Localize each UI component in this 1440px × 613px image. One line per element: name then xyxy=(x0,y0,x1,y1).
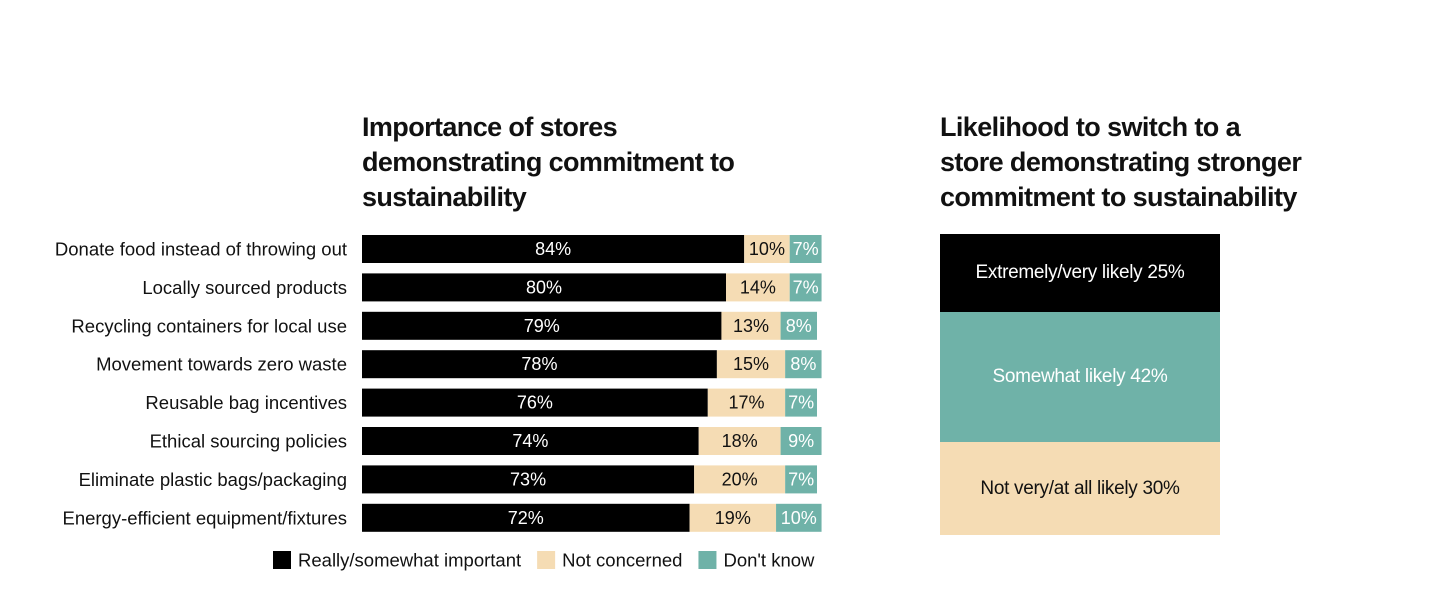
bar-segment-dont_know xyxy=(785,465,817,494)
category-label: Locally sourced products xyxy=(142,277,347,298)
bar-segment-important xyxy=(362,465,695,494)
legend-label-important: Really/somewhat important xyxy=(298,550,521,571)
bar-segment-not_concerned xyxy=(694,465,786,494)
category-label: Donate food instead of throwing out xyxy=(55,239,347,260)
data-label-important: 74% xyxy=(512,431,548,451)
data-label-dont_know: 9% xyxy=(788,431,814,451)
importance-title-line: sustainability xyxy=(362,182,527,212)
data-label-important: 78% xyxy=(521,354,557,374)
data-label-important: 73% xyxy=(510,469,546,489)
bar-segment-dont_know xyxy=(776,503,822,532)
bar-row: Donate food instead of throwing out 84% 10… xyxy=(55,235,822,263)
data-label-not_concerned: 15% xyxy=(733,354,769,374)
segment-extremely: Extremely/very likely 25% xyxy=(940,234,1220,312)
importance-chart-title: Importance of stores demonstrating commi… xyxy=(362,110,832,215)
bar-segment-important xyxy=(362,427,699,455)
data-label-important: 84% xyxy=(535,239,571,259)
bar-row: Recycling containers for local use 79% 13%… xyxy=(71,311,817,340)
likelihood-title-line: store demonstrating stronger xyxy=(940,147,1302,177)
segment-somewhat: Somewhat likely 42% xyxy=(940,312,1220,442)
bar-segment-important xyxy=(362,350,717,379)
bar-segment-important xyxy=(362,273,726,302)
data-label-important: 79% xyxy=(524,316,560,336)
data-label-dont_know: 7% xyxy=(793,277,819,297)
bar-row: Movement towards zero waste 78% 15% 8% xyxy=(96,350,822,379)
bar-segment-not_concerned xyxy=(707,388,786,417)
bar-segment-not_concerned xyxy=(744,235,790,263)
legend-swatch-not_concerned xyxy=(537,551,556,569)
bar-row: Energy-efficient equipment/fixtures 72% 19… xyxy=(62,503,822,532)
legend-label-dont_know: Don't know xyxy=(723,550,815,571)
data-label-dont_know: 7% xyxy=(788,393,814,413)
bar-segment-not_concerned xyxy=(726,273,790,302)
segment-label-extremely: Extremely/very likely 25% xyxy=(975,262,1185,283)
data-label-important: 72% xyxy=(508,508,544,528)
data-label-not_concerned: 17% xyxy=(728,393,764,413)
bar-segment-not_concerned xyxy=(689,503,777,532)
bar-segment-not_concerned xyxy=(721,311,781,340)
category-label: Energy-efficient equipment/fixtures xyxy=(62,507,347,528)
segment-label-somewhat: Somewhat likely 42% xyxy=(992,366,1168,387)
bar-segment-important xyxy=(362,503,690,532)
likelihood-title-line: commitment to sustainability xyxy=(940,182,1297,212)
bar-segment-dont_know xyxy=(785,388,817,417)
bar-segment-important xyxy=(362,235,745,263)
data-label-not_concerned: 18% xyxy=(722,431,758,451)
data-label-not_concerned: 20% xyxy=(722,469,758,489)
bar-row: Locally sourced products 80% 14% 7% xyxy=(142,273,822,302)
data-label-dont_know: 8% xyxy=(790,354,816,374)
category-label: Movement towards zero waste xyxy=(96,354,347,375)
data-label-not_concerned: 14% xyxy=(740,277,776,297)
data-label-not_concerned: 13% xyxy=(733,316,769,336)
bar-segment-dont_know xyxy=(780,311,817,340)
category-label: Reusable bag incentives xyxy=(145,392,347,413)
bar-segment-important xyxy=(362,388,708,417)
category-label: Recycling containers for local use xyxy=(71,315,347,336)
legend-swatch-important xyxy=(273,551,291,569)
data-label-dont_know: 7% xyxy=(788,469,814,489)
bar-segment-not_concerned xyxy=(698,427,781,455)
data-label-important: 76% xyxy=(517,393,553,413)
bar-segment-dont_know xyxy=(780,427,822,455)
bar-row: Ethical sourcing policies 74% 18% 9% xyxy=(150,427,822,455)
data-label-dont_know: 8% xyxy=(786,316,812,336)
legend-swatch-dont_know xyxy=(698,551,717,569)
likelihood-title-line: Likelihood to switch to a xyxy=(940,112,1241,142)
bar-segment-dont_know xyxy=(789,235,822,263)
importance-title-line: Importance of stores xyxy=(362,112,618,142)
legend-label-not_concerned: Not concerned xyxy=(562,550,682,571)
bar-segment-dont_know xyxy=(789,273,822,302)
data-label-not_concerned: 10% xyxy=(749,239,785,259)
likelihood-stacked-bar: Extremely/very likely 25% Somewhat likely… xyxy=(940,234,1220,535)
bar-segment-important xyxy=(362,311,722,340)
bar-row: Reusable bag incentives 76% 17% 7% xyxy=(145,388,817,417)
data-label-important: 80% xyxy=(526,277,562,297)
bar-row: Eliminate plastic bags/packaging 73% 20% 7% xyxy=(79,465,817,494)
data-label-dont_know: 7% xyxy=(793,239,819,259)
legend: Really/somewhat important Not concerned Do… xyxy=(273,550,815,571)
category-label: Eliminate plastic bags/packaging xyxy=(79,469,347,490)
segment-label-not_likely: Not very/at all likely 30% xyxy=(980,477,1180,499)
segment-not_likely: Not very/at all likely 30% xyxy=(940,442,1220,535)
importance-title-line: demonstrating commitment to xyxy=(362,147,735,177)
category-label: Ethical sourcing policies xyxy=(150,431,347,452)
data-label-not_concerned: 19% xyxy=(715,508,751,528)
bar-segment-not_concerned xyxy=(716,350,786,379)
likelihood-chart-title: Likelihood to switch to a store demonstr… xyxy=(940,110,1340,215)
bar-segment-dont_know xyxy=(785,350,822,379)
data-label-dont_know: 10% xyxy=(781,508,817,528)
